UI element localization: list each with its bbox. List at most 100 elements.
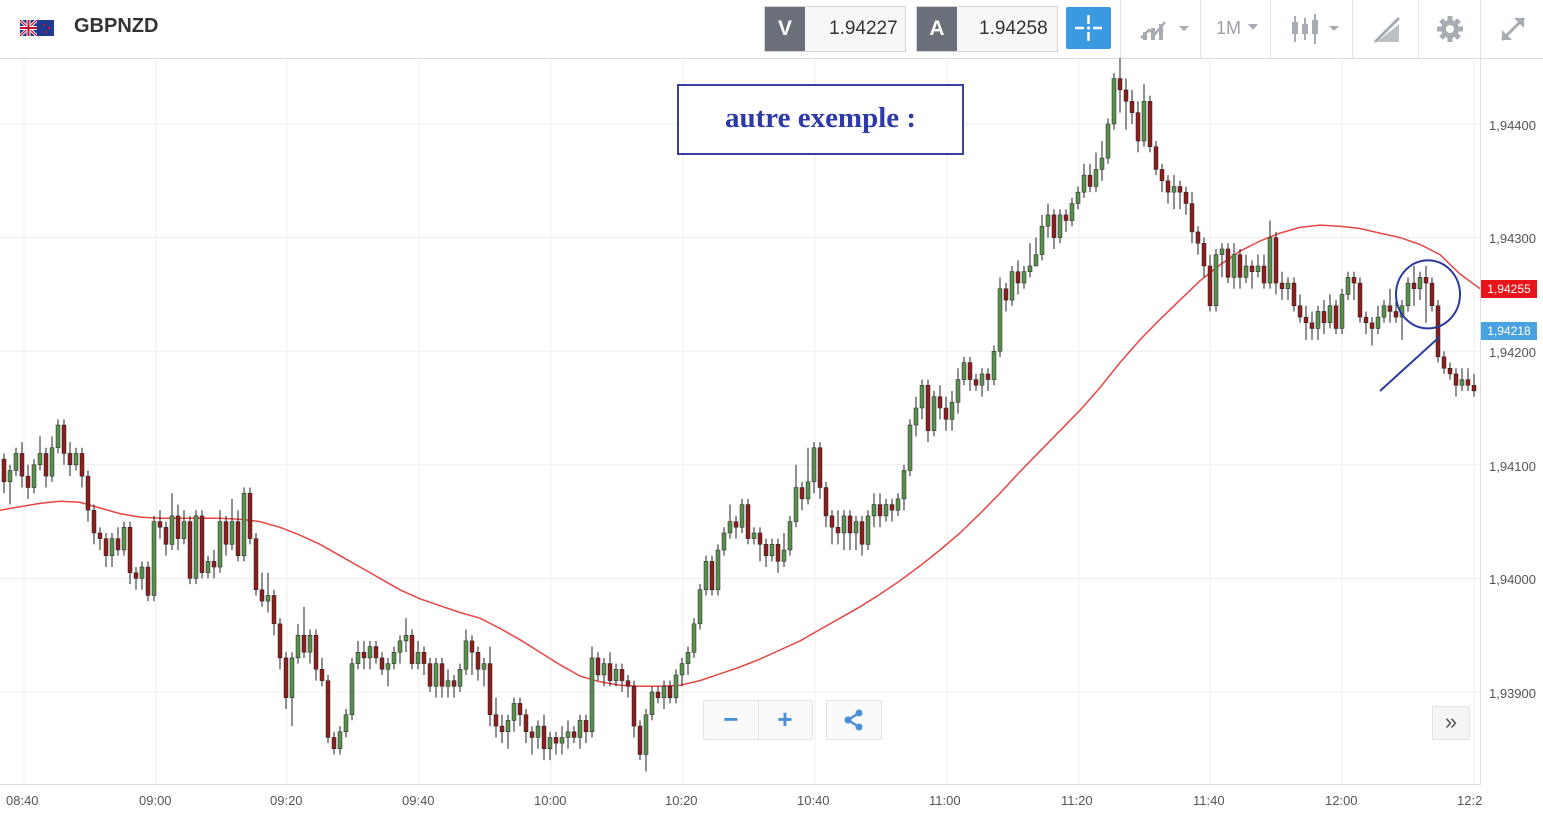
candle	[133, 567, 139, 590]
bull-candle-body	[883, 504, 889, 517]
candle	[1333, 300, 1339, 335]
bear-candle-body	[19, 453, 25, 477]
candle	[1021, 266, 1027, 289]
candle	[385, 657, 391, 687]
candle	[595, 652, 601, 681]
candle	[313, 629, 319, 681]
candle	[1231, 243, 1237, 289]
bull-candle-body	[1213, 254, 1219, 307]
bear-candle-body	[1351, 277, 1357, 284]
bull-candle-body	[37, 453, 43, 466]
settings-button[interactable]	[1418, 0, 1481, 58]
buy-price-button[interactable]: A 1.94258	[916, 6, 1058, 52]
crosshair-button[interactable]	[1066, 7, 1111, 49]
bear-candle-body	[439, 663, 445, 687]
bear-candle-body	[97, 532, 103, 539]
sell-label: V	[765, 7, 805, 51]
bull-candle-body	[445, 680, 451, 687]
bear-candle-body	[211, 561, 217, 568]
bull-candle-body	[49, 447, 55, 477]
candle	[1291, 277, 1297, 312]
candle	[949, 390, 955, 431]
highlight-annotation	[1379, 259, 1461, 392]
bear-candle-body	[1393, 311, 1399, 318]
drawing-tools-button[interactable]	[1352, 0, 1419, 58]
candle	[979, 368, 985, 397]
bear-candle-body	[103, 538, 109, 556]
scroll-to-latest-button[interactable]: »	[1432, 706, 1470, 740]
candle	[817, 442, 823, 499]
bull-candle-body	[151, 521, 157, 596]
candle	[955, 368, 961, 414]
sell-price-button[interactable]: V 1.94227	[764, 6, 906, 52]
candle	[901, 464, 907, 511]
bull-candle-body	[403, 634, 409, 642]
bear-candle-body	[1465, 379, 1471, 386]
bear-candle-body	[361, 651, 367, 659]
zoom-out-button[interactable]: −	[704, 701, 759, 739]
bull-candle-body	[355, 651, 361, 664]
bull-candle-body	[811, 447, 817, 483]
share-button[interactable]	[826, 700, 882, 740]
candle	[367, 640, 373, 670]
candle	[745, 498, 751, 545]
bear-candle-body	[823, 487, 829, 517]
bear-candle-body	[259, 589, 265, 602]
price-chart[interactable]	[0, 58, 1481, 784]
bear-candle-body	[1147, 101, 1153, 147]
bull-candle-body	[913, 407, 919, 426]
candle	[481, 657, 487, 687]
candle	[271, 589, 277, 636]
bull-candle-body	[73, 453, 79, 466]
candle	[859, 515, 865, 556]
bear-candle-body	[667, 686, 673, 698]
bull-candle-body	[289, 657, 295, 698]
bull-candle-body	[337, 731, 343, 750]
bear-candle-body	[1201, 243, 1207, 267]
candle	[193, 510, 199, 585]
chart-type-button[interactable]	[1120, 0, 1201, 58]
bull-candle-body	[505, 720, 511, 733]
candle-style-button[interactable]	[1270, 0, 1353, 58]
candle	[523, 709, 529, 744]
bear-candle-body	[313, 634, 319, 670]
bull-candle-body	[1267, 237, 1273, 284]
candle	[1453, 368, 1459, 397]
zoom-in-button[interactable]: +	[777, 704, 793, 734]
bull-candle-body	[295, 634, 301, 659]
bull-candle-body	[979, 373, 985, 386]
timeframe-dropdown[interactable]: 1M	[1200, 0, 1271, 58]
bull-candle-body	[55, 424, 61, 449]
bull-candle-body	[1033, 254, 1039, 267]
bear-candle-body	[973, 379, 979, 386]
chart-toolbar: GBPNZD V 1.94227 A 1.94258 1M	[0, 0, 1543, 59]
bear-candle-body	[1279, 282, 1285, 289]
candle	[1123, 78, 1129, 130]
candle	[835, 510, 841, 545]
share-icon	[844, 709, 863, 731]
candle	[487, 646, 493, 727]
candle	[703, 555, 709, 596]
candle	[1177, 180, 1183, 210]
bull-candle-body	[1141, 101, 1147, 142]
candles	[1, 58, 1477, 772]
candle	[541, 714, 547, 761]
annotation-text: autre exemple :	[724, 102, 917, 134]
bear-candle-body	[985, 373, 991, 380]
bull-candle-body	[643, 714, 649, 755]
bull-candle-body	[1075, 191, 1081, 204]
bear-candle-body	[199, 515, 205, 573]
bear-candle-body	[619, 669, 625, 681]
candle	[1087, 163, 1093, 193]
bear-candle-body	[1441, 356, 1447, 369]
candle	[1153, 141, 1159, 176]
bull-candle-body	[721, 532, 727, 551]
candlestick-icon	[1292, 14, 1339, 44]
candle	[1357, 277, 1363, 323]
bear-candle-body	[1153, 146, 1159, 170]
candle	[517, 697, 523, 727]
candle	[793, 464, 799, 528]
candle	[661, 680, 667, 710]
candle	[1045, 203, 1051, 238]
fullscreen-button[interactable]	[1480, 0, 1543, 58]
